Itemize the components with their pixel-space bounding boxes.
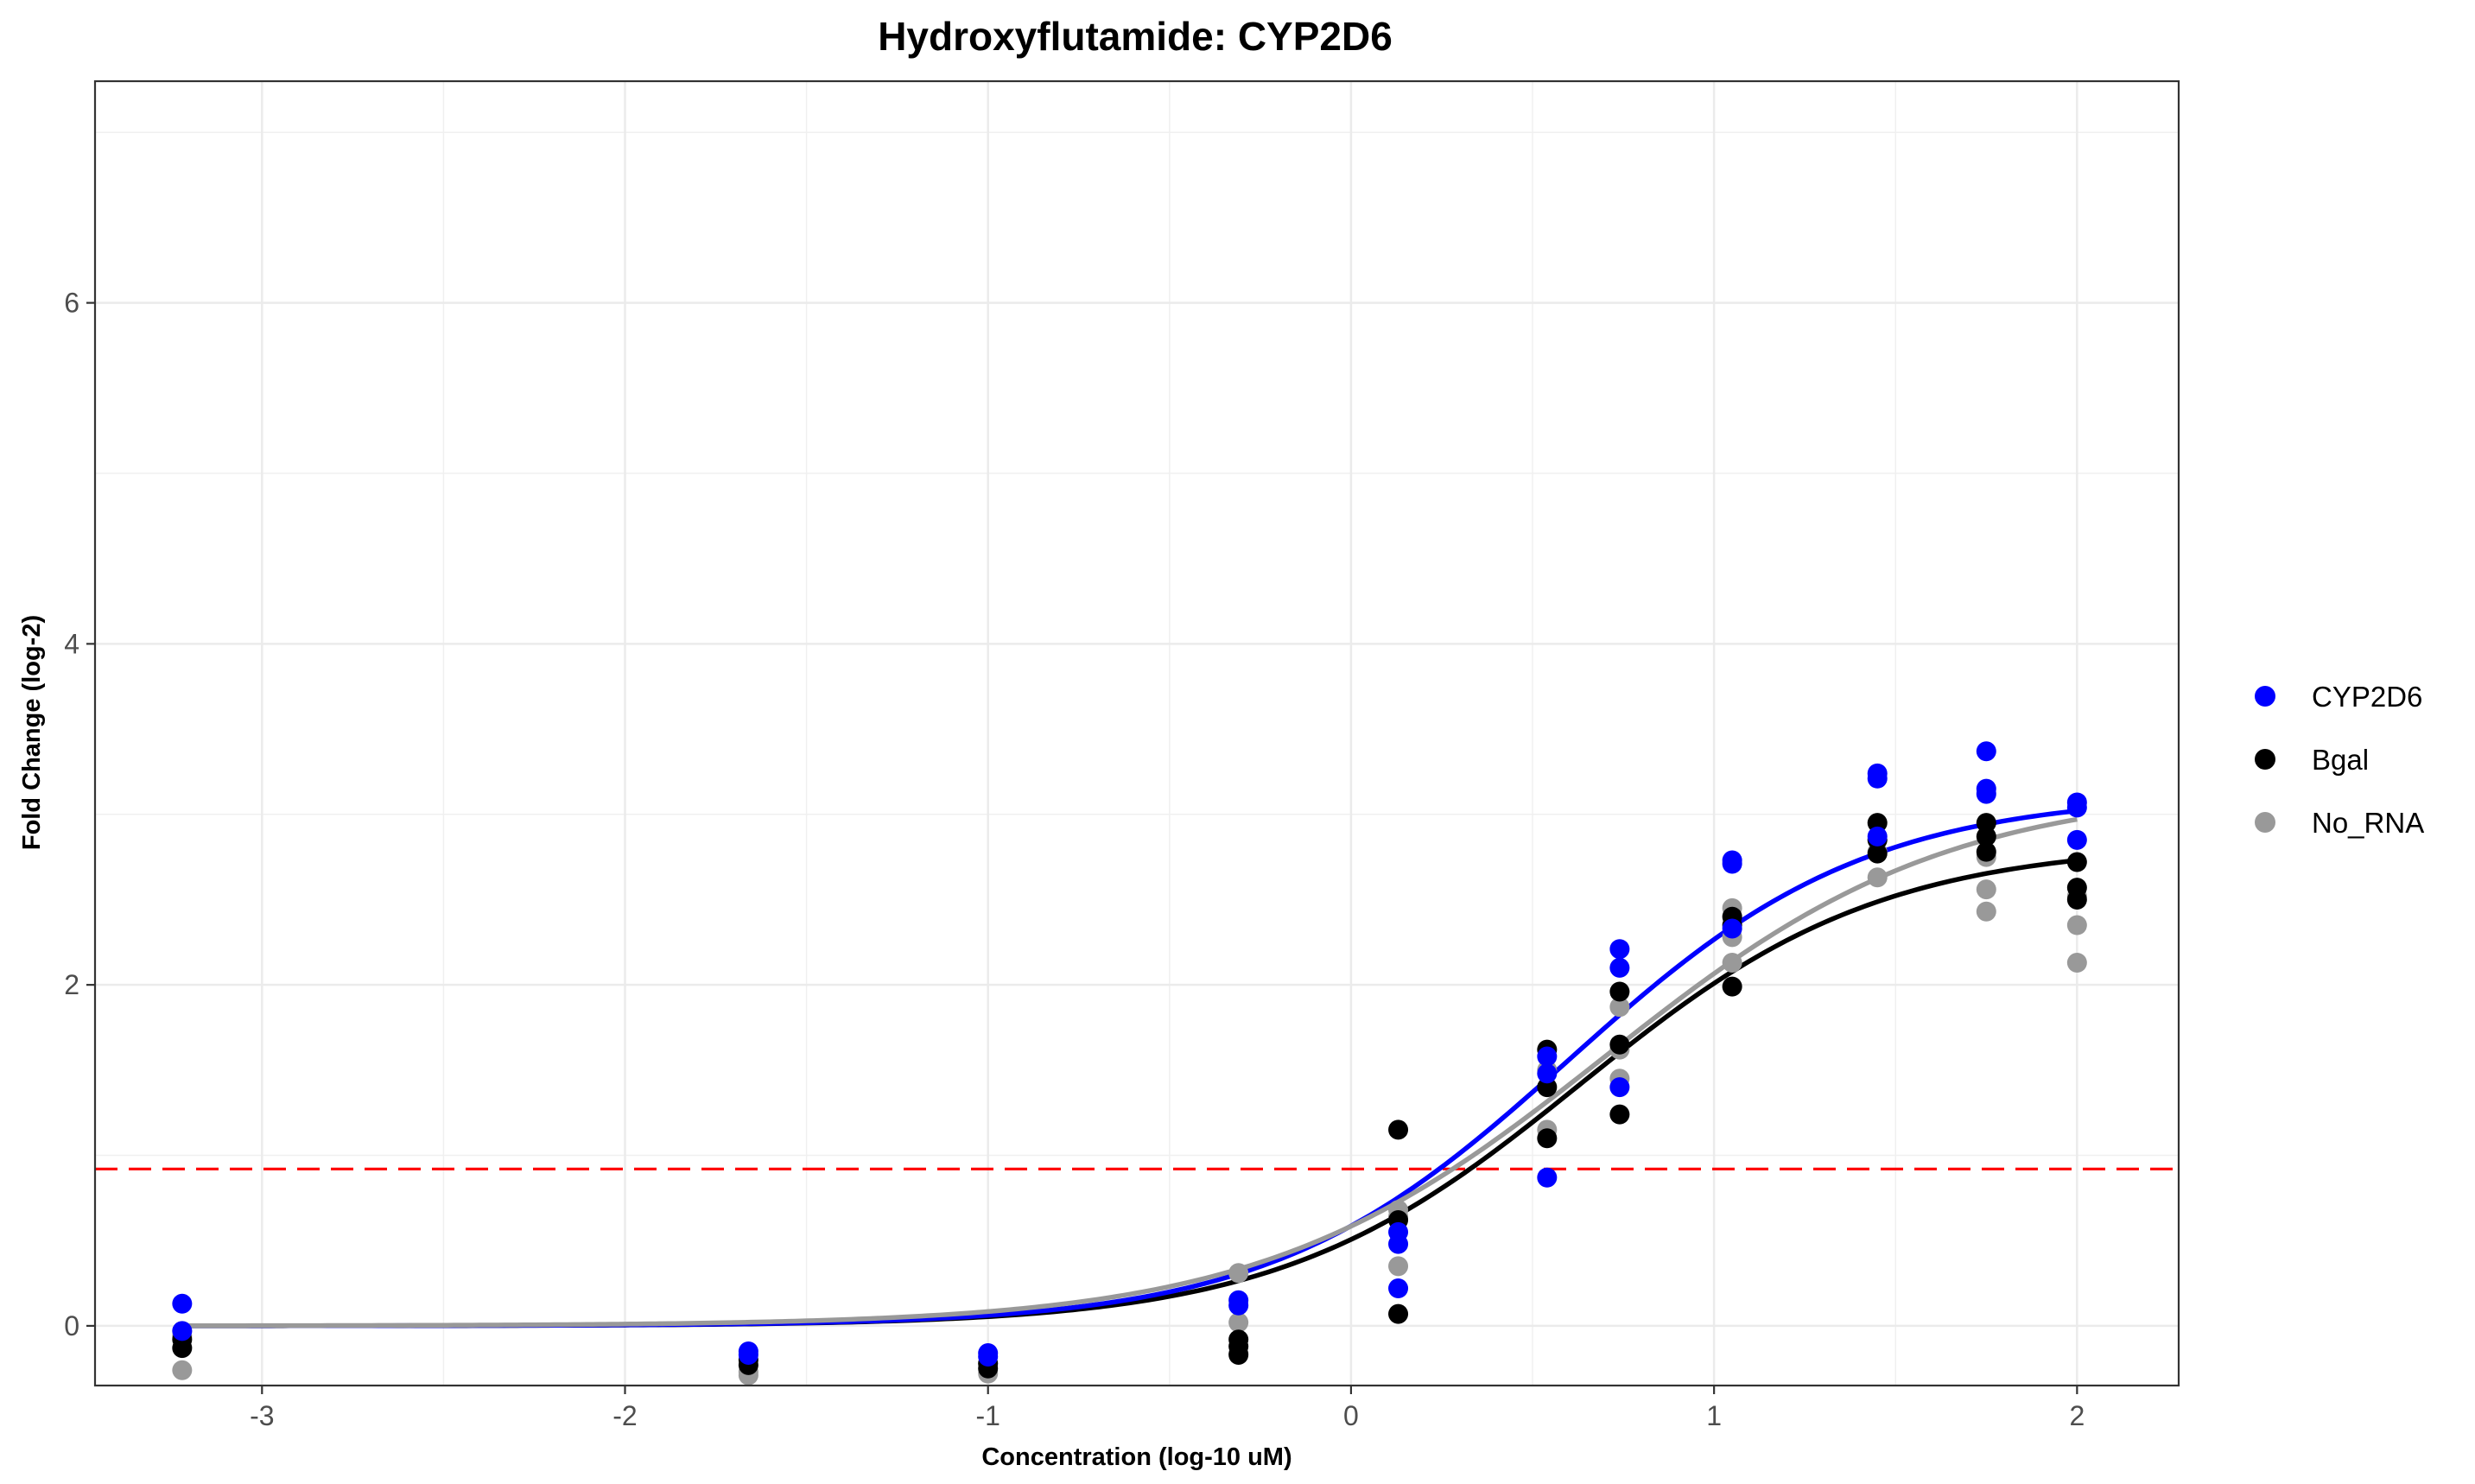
data-point-cyp2d6	[1867, 826, 1888, 847]
x-axis-title: Concentration (log-10 uM)	[981, 1443, 1291, 1471]
data-point-bgal	[1867, 843, 1888, 864]
data-point-cyp2d6	[1609, 939, 1630, 960]
data-point-no-rna	[1976, 879, 1996, 900]
data-point-cyp2d6	[1537, 1063, 1558, 1084]
data-point-no-rna	[172, 1360, 193, 1380]
data-point-bgal	[1722, 976, 1742, 997]
data-point-cyp2d6	[1976, 783, 1996, 804]
data-point-cyp2d6	[2066, 797, 2087, 818]
x-axis: -3 -2 -1 0 1 2	[250, 1386, 2085, 1431]
data-points	[172, 741, 2087, 1386]
data-point-cyp2d6	[1388, 1278, 1409, 1298]
data-point-bgal	[1976, 841, 1996, 862]
data-point-cyp2d6	[1537, 1167, 1558, 1188]
x-tick-label: 0	[1343, 1400, 1359, 1431]
data-point-bgal	[1609, 981, 1630, 1002]
data-point-no-rna	[1228, 1263, 1249, 1284]
data-point-no-rna	[1609, 997, 1630, 1018]
legend-key-no-rna	[2255, 812, 2275, 833]
x-tick-label: -1	[975, 1400, 1000, 1431]
data-point-no-rna	[2066, 952, 2087, 973]
data-point-no-rna	[1867, 867, 1888, 888]
data-point-bgal	[2066, 889, 2087, 910]
data-point-bgal	[1537, 1077, 1558, 1098]
legend-label-cyp2d6: CYP2D6	[2312, 681, 2422, 713]
chart-title: Hydroxyflutamide: CYP2D6	[878, 14, 1393, 59]
fitted-curves	[181, 808, 2078, 1329]
data-point-no-rna	[2066, 915, 2087, 935]
data-point-bgal	[2066, 852, 2087, 872]
x-tick-label: -2	[612, 1400, 637, 1431]
y-tick-label: 0	[64, 1310, 79, 1341]
legend-label-no-rna: No_RNA	[2312, 807, 2424, 839]
data-point-bgal	[1609, 1104, 1630, 1125]
data-point-cyp2d6	[2066, 829, 2087, 850]
data-point-cyp2d6	[1722, 918, 1742, 939]
data-point-cyp2d6	[1609, 1077, 1630, 1098]
x-tick-label: -3	[250, 1400, 274, 1431]
x-tick-label: 2	[2069, 1400, 2085, 1431]
curve-no-rna	[181, 816, 2078, 1329]
data-point-cyp2d6	[1867, 768, 1888, 789]
data-point-bgal	[1976, 826, 1996, 847]
y-tick-label: 4	[64, 628, 79, 659]
data-point-bgal	[1388, 1303, 1409, 1324]
plot-border	[93, 79, 2180, 1387]
legend-label-bgal: Bgal	[2312, 744, 2369, 776]
legend-key-cyp2d6	[2255, 686, 2275, 707]
data-point-bgal	[1537, 1128, 1558, 1149]
y-axis: 0 2 4 6	[64, 288, 95, 1341]
data-point-cyp2d6	[978, 1346, 999, 1367]
data-point-cyp2d6	[1609, 957, 1630, 978]
data-point-cyp2d6	[1537, 1046, 1558, 1067]
data-point-cyp2d6	[1388, 1233, 1409, 1254]
data-point-no-rna	[1228, 1312, 1249, 1333]
legend-key-bgal	[2255, 749, 2275, 770]
data-point-cyp2d6	[738, 1344, 758, 1365]
y-axis-title: Fold Change (log-2)	[18, 615, 46, 850]
legend: CYP2D6 Bgal No_RNA	[2255, 681, 2424, 839]
data-point-cyp2d6	[172, 1321, 193, 1341]
y-tick-label: 6	[64, 288, 79, 319]
data-point-no-rna	[1722, 952, 1742, 973]
data-point-no-rna	[1976, 901, 1996, 922]
data-point-bgal	[1976, 813, 1996, 834]
data-point-no-rna	[1388, 1256, 1409, 1277]
data-point-bgal	[1388, 1119, 1409, 1140]
y-tick-label: 2	[64, 969, 79, 1000]
x-tick-label: 1	[1706, 1400, 1722, 1431]
data-point-bgal	[1228, 1344, 1249, 1365]
data-point-cyp2d6	[1976, 741, 1996, 762]
data-point-cyp2d6	[1228, 1295, 1249, 1316]
data-point-cyp2d6	[1722, 853, 1742, 874]
data-point-cyp2d6	[172, 1293, 193, 1314]
data-point-bgal	[1867, 813, 1888, 834]
plot-panel	[95, 81, 2179, 1386]
data-point-bgal	[1609, 1034, 1630, 1055]
